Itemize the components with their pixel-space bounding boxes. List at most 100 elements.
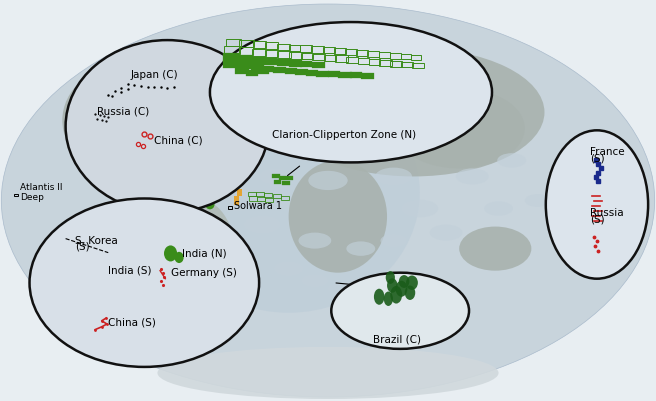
Ellipse shape xyxy=(131,152,184,200)
Bar xyxy=(224,46,240,54)
Ellipse shape xyxy=(380,234,407,247)
Bar xyxy=(411,55,421,60)
Text: France: France xyxy=(590,148,625,157)
Bar xyxy=(358,58,369,64)
Bar xyxy=(367,51,379,57)
Text: Atlantis II
Deep: Atlantis II Deep xyxy=(20,183,62,202)
Ellipse shape xyxy=(274,261,303,276)
Text: Russia (C): Russia (C) xyxy=(97,107,150,116)
Text: (S): (S) xyxy=(75,242,90,251)
Bar xyxy=(273,194,281,198)
Bar xyxy=(282,181,290,185)
Ellipse shape xyxy=(259,168,292,184)
Ellipse shape xyxy=(157,347,499,399)
Ellipse shape xyxy=(282,48,544,176)
Ellipse shape xyxy=(525,194,551,207)
Ellipse shape xyxy=(174,252,184,263)
Bar xyxy=(289,60,302,67)
Bar xyxy=(223,60,239,68)
Bar xyxy=(238,55,253,62)
Bar xyxy=(253,41,266,48)
Bar xyxy=(239,40,254,47)
Text: China (C): China (C) xyxy=(154,136,203,145)
Ellipse shape xyxy=(302,274,328,287)
Bar xyxy=(251,64,264,71)
Ellipse shape xyxy=(205,200,215,209)
Ellipse shape xyxy=(244,216,281,233)
Bar xyxy=(401,54,411,59)
Ellipse shape xyxy=(213,189,259,212)
Ellipse shape xyxy=(157,246,184,259)
Text: Solwara 1: Solwara 1 xyxy=(234,201,281,211)
Text: India (N): India (N) xyxy=(182,249,227,258)
Bar xyxy=(14,194,18,196)
Bar xyxy=(279,176,285,180)
Bar xyxy=(401,62,413,67)
Ellipse shape xyxy=(384,292,393,306)
Bar xyxy=(223,53,239,61)
Ellipse shape xyxy=(390,286,402,304)
Bar xyxy=(234,196,239,205)
Ellipse shape xyxy=(331,273,469,349)
Ellipse shape xyxy=(579,243,602,255)
Ellipse shape xyxy=(209,225,237,240)
Bar xyxy=(257,197,265,201)
Ellipse shape xyxy=(62,64,194,176)
Bar xyxy=(312,54,325,60)
Bar xyxy=(251,57,266,64)
Bar xyxy=(350,72,362,78)
Ellipse shape xyxy=(374,289,384,305)
Text: Germany (S): Germany (S) xyxy=(171,269,236,278)
Bar xyxy=(300,45,312,52)
Bar xyxy=(346,57,358,63)
Text: S. Korea: S. Korea xyxy=(75,236,118,245)
Bar xyxy=(265,198,273,202)
Bar xyxy=(289,52,302,59)
Ellipse shape xyxy=(237,267,261,279)
Ellipse shape xyxy=(405,286,415,300)
Ellipse shape xyxy=(396,281,407,297)
Bar xyxy=(328,71,340,77)
Ellipse shape xyxy=(497,153,526,168)
Ellipse shape xyxy=(30,198,259,367)
Bar xyxy=(361,73,374,79)
Bar xyxy=(300,61,312,67)
Ellipse shape xyxy=(546,130,648,279)
Bar xyxy=(390,61,402,67)
Ellipse shape xyxy=(406,275,418,290)
Ellipse shape xyxy=(375,168,412,185)
Ellipse shape xyxy=(308,171,348,190)
Ellipse shape xyxy=(346,241,375,256)
Bar xyxy=(265,50,278,57)
Ellipse shape xyxy=(328,282,354,295)
Text: (S): (S) xyxy=(590,215,605,224)
Bar xyxy=(264,193,272,197)
Bar xyxy=(235,67,249,74)
Bar xyxy=(312,62,325,68)
Ellipse shape xyxy=(197,191,210,206)
Bar xyxy=(277,44,290,50)
Bar xyxy=(274,180,281,184)
Ellipse shape xyxy=(456,168,489,184)
Ellipse shape xyxy=(399,275,409,288)
Bar xyxy=(277,59,290,66)
Bar xyxy=(338,72,352,78)
Ellipse shape xyxy=(401,200,438,217)
Bar xyxy=(311,46,324,53)
Bar xyxy=(248,192,256,196)
Ellipse shape xyxy=(66,40,269,213)
Bar xyxy=(277,51,291,58)
Bar xyxy=(323,47,335,53)
Text: Japan (C): Japan (C) xyxy=(131,70,178,80)
Ellipse shape xyxy=(387,278,398,293)
Bar xyxy=(281,196,289,200)
Bar xyxy=(324,55,336,61)
Bar xyxy=(262,66,274,72)
Bar xyxy=(316,71,329,77)
Ellipse shape xyxy=(210,22,492,162)
Ellipse shape xyxy=(298,233,331,249)
Text: (S): (S) xyxy=(590,154,605,163)
Ellipse shape xyxy=(157,72,420,313)
Bar xyxy=(306,70,318,76)
Bar xyxy=(239,47,253,55)
